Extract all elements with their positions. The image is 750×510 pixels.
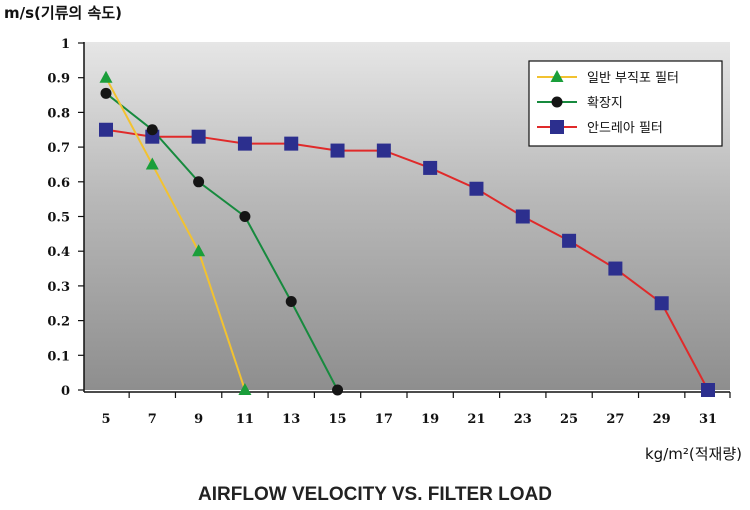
x-tick-label: 31 — [699, 412, 717, 427]
data-point — [145, 157, 159, 170]
y-tick-label: 0.7 — [47, 141, 70, 156]
x-tick-label: 27 — [606, 412, 624, 427]
legend-marker — [550, 120, 564, 134]
y-tick-label: 0.8 — [47, 106, 70, 121]
y-axis-title: m/s(기류의 속도) — [4, 4, 122, 22]
x-tick-label: 13 — [282, 412, 300, 427]
data-point — [654, 296, 669, 311]
x-tick-label: 25 — [560, 412, 578, 427]
data-point — [192, 244, 206, 257]
data-point — [562, 233, 577, 248]
chart-title: AIRFLOW VELOCITY VS. FILTER LOAD — [198, 484, 552, 505]
data-point — [285, 296, 297, 308]
x-tick-label: 5 — [101, 412, 110, 427]
series-line — [105, 77, 246, 391]
series-line — [105, 128, 709, 391]
data-point — [515, 209, 530, 224]
data-point — [100, 87, 112, 99]
y-tick-label: 0.6 — [47, 176, 70, 191]
y-tick-label: 0.1 — [47, 349, 70, 364]
data-point — [701, 383, 715, 397]
x-tick-label: 29 — [653, 412, 671, 427]
data-point — [332, 384, 344, 396]
data-point — [469, 181, 484, 196]
x-tick-label: 9 — [194, 412, 203, 427]
y-tick-label: 1 — [61, 37, 70, 52]
legend-marker — [551, 96, 563, 108]
x-tick-label: 23 — [514, 412, 532, 427]
y-tick-label: 0 — [61, 384, 70, 399]
data-point — [193, 176, 205, 188]
x-tick-label: 17 — [375, 412, 393, 427]
data-point — [146, 124, 158, 136]
x-tick-label: 21 — [467, 412, 485, 427]
y-tick-label: 0.4 — [47, 245, 70, 260]
y-tick-label: 0.9 — [47, 72, 70, 87]
data-point — [330, 143, 345, 158]
x-axis-title: kg/m²(적재량) — [645, 445, 742, 463]
series-line — [105, 92, 339, 391]
data-point — [239, 211, 251, 222]
data-point — [608, 261, 623, 276]
data-point — [191, 129, 206, 144]
legend-label: 확장지 — [587, 96, 623, 111]
x-tick-label: 7 — [148, 412, 157, 427]
data-point — [284, 136, 299, 151]
y-tick-label: 0.2 — [47, 315, 70, 330]
x-tick-label: 11 — [236, 412, 254, 427]
data-point — [376, 143, 391, 158]
data-point — [99, 122, 113, 137]
y-tick-label: 0.3 — [47, 280, 70, 295]
data-point — [237, 136, 252, 151]
line-chart: 00.10.20.30.40.50.60.70.80.915 7 9 11 13 15 17… — [47, 37, 731, 427]
y-tick-label: 0.5 — [47, 211, 70, 226]
legend-label: 안드레아 필터 — [587, 121, 663, 136]
legend-marker — [550, 70, 564, 82]
legend-label: 일반 부직포 필터 — [587, 71, 679, 86]
data-point — [423, 160, 438, 175]
data-point — [99, 70, 113, 83]
x-tick-label: 15 — [328, 412, 346, 427]
x-tick-label: 19 — [421, 412, 439, 427]
data-point — [238, 383, 252, 395]
